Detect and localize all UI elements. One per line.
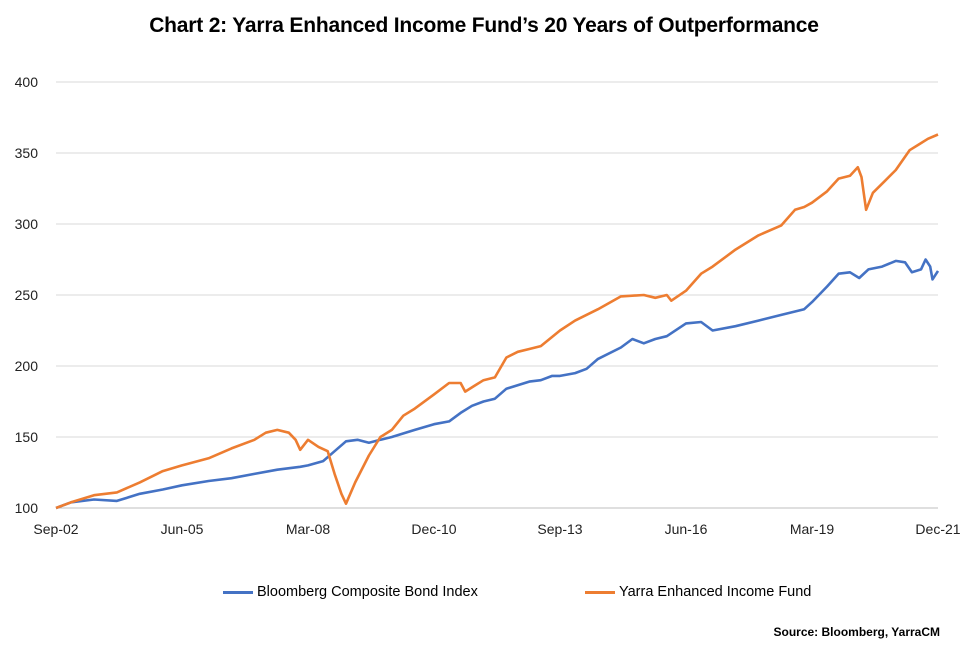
chart-title: Chart 2: Yarra Enhanced Income Fund’s 20… <box>149 14 819 37</box>
chart-plot: 100 150 200 250 300 350 400 Sep-02 Jun-05 Mar-08… <box>15 74 961 537</box>
x-tick-label-mar-08: Mar-08 <box>286 521 331 537</box>
series-line-bloomberg-composite-bond-index[interactable] <box>55 258 940 510</box>
x-tick-label-jun-05: Jun-05 <box>161 521 204 537</box>
x-tick-label-dec-10: Dec-10 <box>411 521 456 537</box>
grid-lines <box>56 81 938 438</box>
series-lines <box>55 133 940 510</box>
y-tick-label-350: 350 <box>15 145 39 161</box>
x-tick-label-mar-19: Mar-19 <box>790 521 835 537</box>
x-tick-label-sep-02: Sep-02 <box>33 521 78 537</box>
source-note: Source: Bloomberg, YarraCM <box>773 625 941 639</box>
y-tick-label-300: 300 <box>15 216 39 232</box>
legend-label-fund: Yarra Enhanced Income Fund <box>619 584 812 600</box>
x-tick-label-jun-16: Jun-16 <box>665 521 708 537</box>
x-tick-label-sep-13: Sep-13 <box>537 521 582 537</box>
legend-item-fund[interactable]: Yarra Enhanced Income Fund <box>585 584 811 600</box>
y-tick-label-400: 400 <box>15 74 39 90</box>
x-tick-label-dec-21: Dec-21 <box>915 521 960 537</box>
legend-label-bond: Bloomberg Composite Bond Index <box>257 584 478 600</box>
legend-swatch-fund <box>585 590 615 594</box>
series-line-yarra-enhanced-income-fund[interactable] <box>55 133 939 510</box>
legend-item-bond[interactable]: Bloomberg Composite Bond Index <box>223 584 478 600</box>
y-tick-label-150: 150 <box>15 429 39 445</box>
y-axis-ticks: 100 150 200 250 300 350 400 <box>15 74 39 516</box>
legend: Bloomberg Composite Bond Index Yarra Enh… <box>0 584 968 604</box>
y-tick-label-250: 250 <box>15 287 39 303</box>
y-tick-label-100: 100 <box>15 500 39 516</box>
legend-swatch-bond <box>223 590 253 594</box>
x-axis-ticks: Sep-02 Jun-05 Mar-08 Dec-10 Sep-13 Jun-16 Mar-… <box>33 521 960 537</box>
y-tick-label-200: 200 <box>15 358 39 374</box>
